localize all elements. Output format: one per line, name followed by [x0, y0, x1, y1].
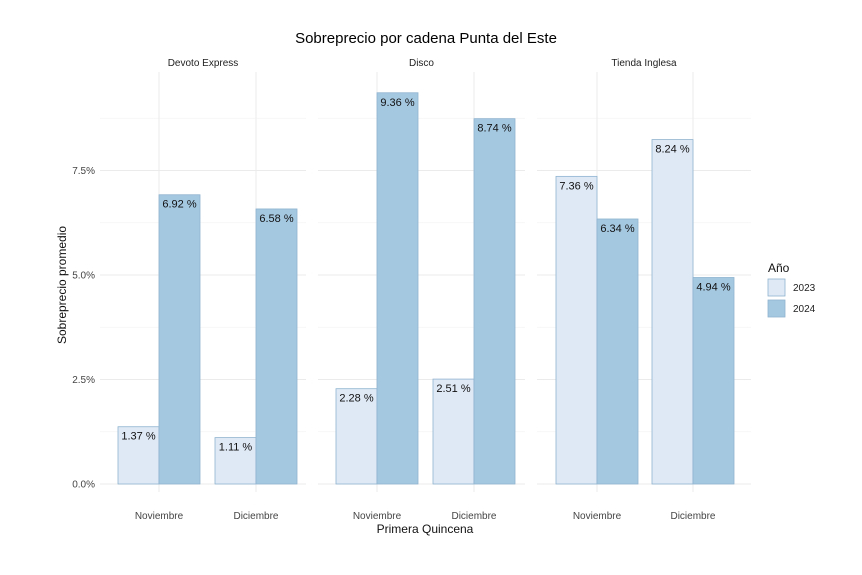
facet-panel: Devoto Express 1.37 % 6.92 % Noviembre 1.11 … — [100, 58, 306, 522]
legend-swatch-2023 — [767, 278, 786, 297]
facet-label: Disco — [409, 58, 434, 69]
facet-panel: Disco 2.28 % 9.36 % Noviembre 2.51 % 8.74 % Di… — [318, 58, 525, 522]
bar-2024 — [596, 218, 639, 485]
data-label: 9.36 % — [380, 97, 414, 109]
data-label: 4.94 % — [696, 282, 730, 294]
bar-2023 — [651, 139, 694, 485]
x-axis-title: Primera Quincena — [377, 522, 474, 536]
bar-2023 — [555, 175, 598, 485]
legend-label: 2023 — [793, 283, 816, 294]
legend-swatch-2024 — [767, 299, 786, 318]
data-label: 2.28 % — [339, 393, 373, 405]
facet-panel: Tienda Inglesa 7.36 % 6.34 % Noviembre 8.24 … — [537, 58, 751, 522]
x-tick-label: Noviembre — [135, 511, 184, 522]
y-tick-label: 0.0% — [72, 480, 95, 491]
data-label: 1.37 % — [121, 431, 155, 443]
data-label: 6.92 % — [162, 199, 196, 211]
legend-title: Año — [768, 261, 790, 275]
bar-2024 — [158, 194, 201, 485]
y-axis-title: Sobreprecio promedio — [55, 226, 69, 344]
facet-label: Devoto Express — [168, 58, 239, 69]
bar-2023 — [214, 437, 257, 485]
bar-2024 — [376, 92, 419, 485]
bar-2024 — [473, 118, 516, 485]
y-tick-label: 5.0% — [72, 271, 95, 282]
x-tick-label: Diciembre — [451, 511, 496, 522]
chart-panels: Devoto Express 1.37 % 6.92 % Noviembre 1.11 … — [100, 58, 751, 522]
x-tick-label: Diciembre — [670, 511, 715, 522]
facet-label: Tienda Inglesa — [611, 58, 677, 69]
legend: Año 2023 2024 — [767, 261, 816, 318]
bar-2023 — [335, 388, 378, 485]
y-axis: 0.0% 2.5% 5.0% 7.5% — [72, 166, 95, 491]
data-label: 6.58 % — [259, 213, 293, 225]
data-label: 6.34 % — [600, 223, 634, 235]
legend-label: 2024 — [793, 304, 816, 315]
data-label: 7.36 % — [559, 180, 593, 192]
data-label: 8.24 % — [655, 144, 689, 156]
bar-2024 — [692, 277, 735, 485]
chart-title: Sobreprecio por cadena Punta del Este — [295, 30, 557, 47]
x-tick-label: Diciembre — [233, 511, 278, 522]
x-tick-label: Noviembre — [573, 511, 622, 522]
y-tick-label: 2.5% — [72, 375, 95, 386]
data-label: 1.11 % — [219, 442, 253, 454]
data-label: 2.51 % — [436, 383, 470, 395]
bar-2024 — [255, 208, 298, 485]
data-label: 8.74 % — [477, 123, 511, 135]
x-tick-label: Noviembre — [353, 511, 402, 522]
y-tick-label: 7.5% — [72, 166, 95, 177]
